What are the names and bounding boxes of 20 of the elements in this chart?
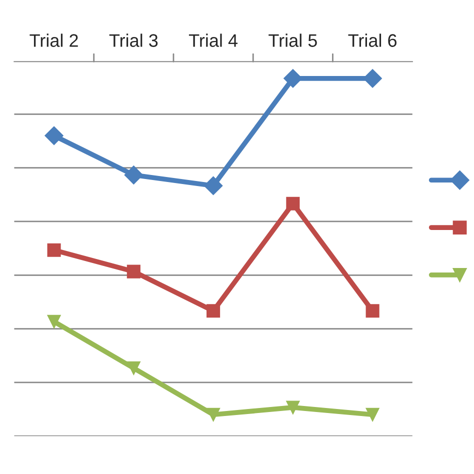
point	[126, 361, 140, 375]
x-tick-label: Trial 5	[268, 34, 317, 47]
point	[206, 408, 220, 422]
x-tick-label: Trial 6	[348, 34, 397, 47]
point	[366, 408, 380, 422]
point	[44, 126, 64, 146]
point	[206, 304, 220, 318]
point	[126, 264, 140, 278]
point	[366, 304, 380, 318]
point	[47, 243, 61, 257]
x-tick-label: Trial 4	[188, 34, 238, 47]
point	[47, 314, 61, 328]
x-tick-label: Trial 2	[30, 34, 78, 47]
point	[363, 69, 382, 88]
point	[286, 400, 300, 414]
x-tick-label: Trial 3	[109, 34, 158, 47]
point	[284, 69, 302, 88]
point	[124, 166, 144, 184]
point	[204, 176, 223, 196]
point	[286, 196, 300, 210]
